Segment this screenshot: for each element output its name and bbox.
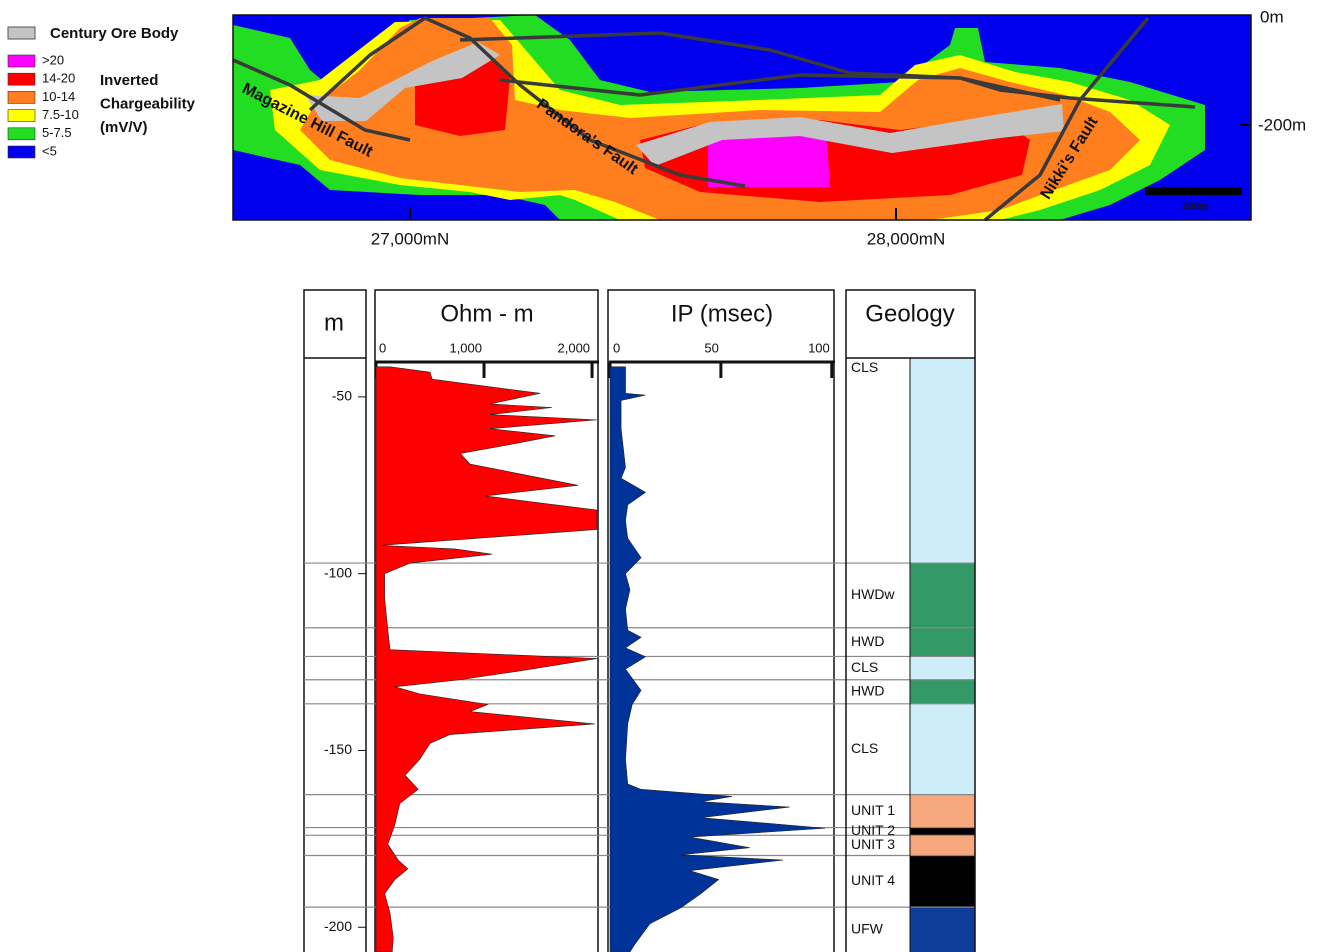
legend-swatch xyxy=(8,110,35,122)
x-tick-label: 0 xyxy=(379,340,386,355)
legend-label: 14-20 xyxy=(42,71,75,86)
geology-label: CLS xyxy=(851,359,878,375)
geology-unit xyxy=(910,358,975,563)
geology-label: CLS xyxy=(851,740,878,756)
depth-label: -200m xyxy=(1258,115,1306,134)
geology-label: HWD xyxy=(851,682,884,698)
figure: Century Ore Body 0m -200m 27,000mN 28,00… xyxy=(0,0,1331,952)
legend-swatch xyxy=(8,128,35,140)
geology-label: HWD xyxy=(851,633,884,649)
geology-unit xyxy=(910,704,975,795)
geology-unit xyxy=(910,656,975,679)
geology-label: UNIT 3 xyxy=(851,836,895,852)
scale-label: 200m xyxy=(1182,202,1208,213)
x-tick-label: 50 xyxy=(704,340,718,355)
geology-label: UFW xyxy=(851,920,884,936)
track-title: IP (msec) xyxy=(671,300,773,327)
legend-label: 5-7.5 xyxy=(42,125,72,140)
x-tick-label: 2,000 xyxy=(558,340,591,355)
y-tick-label: -150 xyxy=(324,741,352,757)
northing-label: 28,000mN xyxy=(867,229,945,248)
body: Century Ore Body 0m -200m 27,000mN 28,00… xyxy=(0,0,1331,952)
page: Section and logs { "section": { "legend_… xyxy=(0,0,1331,952)
legend-label: >20 xyxy=(42,52,64,67)
y-tick-label: -200 xyxy=(324,918,352,934)
x-tick-label: 100 xyxy=(808,340,830,355)
legend-swatch xyxy=(8,55,35,67)
geology-unit xyxy=(910,828,975,836)
legend-swatch xyxy=(8,73,35,85)
geology-title: Geology xyxy=(865,300,954,327)
geology-unit xyxy=(910,795,975,828)
legend-label: <5 xyxy=(42,143,57,158)
geology-label: UNIT 1 xyxy=(851,802,895,818)
geology-unit xyxy=(910,628,975,657)
geology-unit xyxy=(910,563,975,628)
legend-title: Century Ore Body xyxy=(50,25,179,42)
x-tick-label: 1,000 xyxy=(449,340,482,355)
log-curve xyxy=(376,367,597,952)
cross-section xyxy=(233,15,1251,220)
geology-label: CLS xyxy=(851,659,878,675)
legend-label: 7.5-10 xyxy=(42,107,79,122)
geology-label: UNIT 4 xyxy=(851,872,895,888)
geology-unit xyxy=(910,855,975,907)
track-title: Ohm - m xyxy=(440,300,533,327)
legend-caption: Chargeability xyxy=(100,95,196,112)
legend-swatch xyxy=(8,146,35,158)
log-curve xyxy=(610,367,825,952)
legend-caption: (mV/V) xyxy=(100,119,148,136)
x-tick-label: 0 xyxy=(613,340,620,355)
legend-swatch xyxy=(8,91,35,103)
legend-caption: Inverted xyxy=(100,72,158,89)
geology-unit xyxy=(910,907,975,952)
legend-label: 10-14 xyxy=(42,89,75,104)
geology-unit xyxy=(910,680,975,704)
y-tick-label: -100 xyxy=(324,564,352,580)
geology-label: HWDw xyxy=(851,586,895,602)
depth-title: m xyxy=(324,309,344,336)
northing-label: 27,000mN xyxy=(371,229,449,248)
ore-body-swatch xyxy=(8,27,35,39)
y-tick-label: -50 xyxy=(332,388,352,404)
depth-label: 0m xyxy=(1260,7,1284,26)
geology-unit xyxy=(910,835,975,855)
scale-bar xyxy=(1145,187,1242,195)
